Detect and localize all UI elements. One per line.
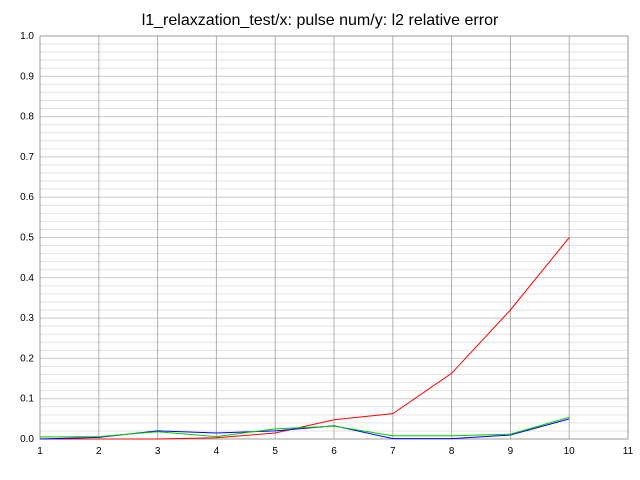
y-tick-label: 0.4 <box>20 273 34 284</box>
x-tick-label: 6 <box>331 446 337 457</box>
y-tick-label: 0.7 <box>20 152 34 163</box>
x-tick-label: 9 <box>508 446 514 457</box>
y-tick-label: 0.9 <box>20 71 34 82</box>
y-tick-label: 0.8 <box>20 112 34 123</box>
x-tick-label: 3 <box>155 446 161 457</box>
x-tick-label: 5 <box>272 446 278 457</box>
y-tick-label: 1.0 <box>20 31 34 42</box>
series-line-3 <box>39 416 570 438</box>
y-tick-label: 0.6 <box>20 192 34 203</box>
x-tick-label: 11 <box>623 446 634 457</box>
series-line-1 <box>40 237 570 440</box>
y-tick-label: 0.1 <box>20 394 34 405</box>
y-tick-label: 0.0 <box>20 434 34 445</box>
x-tick-label: 2 <box>96 446 102 457</box>
x-tick-label: 7 <box>390 446 396 457</box>
plot-frame <box>39 35 629 440</box>
x-tick-label: 4 <box>214 446 220 457</box>
y-tick-label: 0.5 <box>20 233 34 244</box>
x-tick-label: 1 <box>37 446 43 457</box>
x-tick-label: 10 <box>564 446 576 457</box>
y-tick-label: 0.2 <box>20 353 34 364</box>
y-tick-label: 0.3 <box>20 313 34 324</box>
x-tick-label: 8 <box>449 446 455 457</box>
chart-title: l1_relaxzation_test/x: pulse num/y: l2 r… <box>141 12 499 29</box>
